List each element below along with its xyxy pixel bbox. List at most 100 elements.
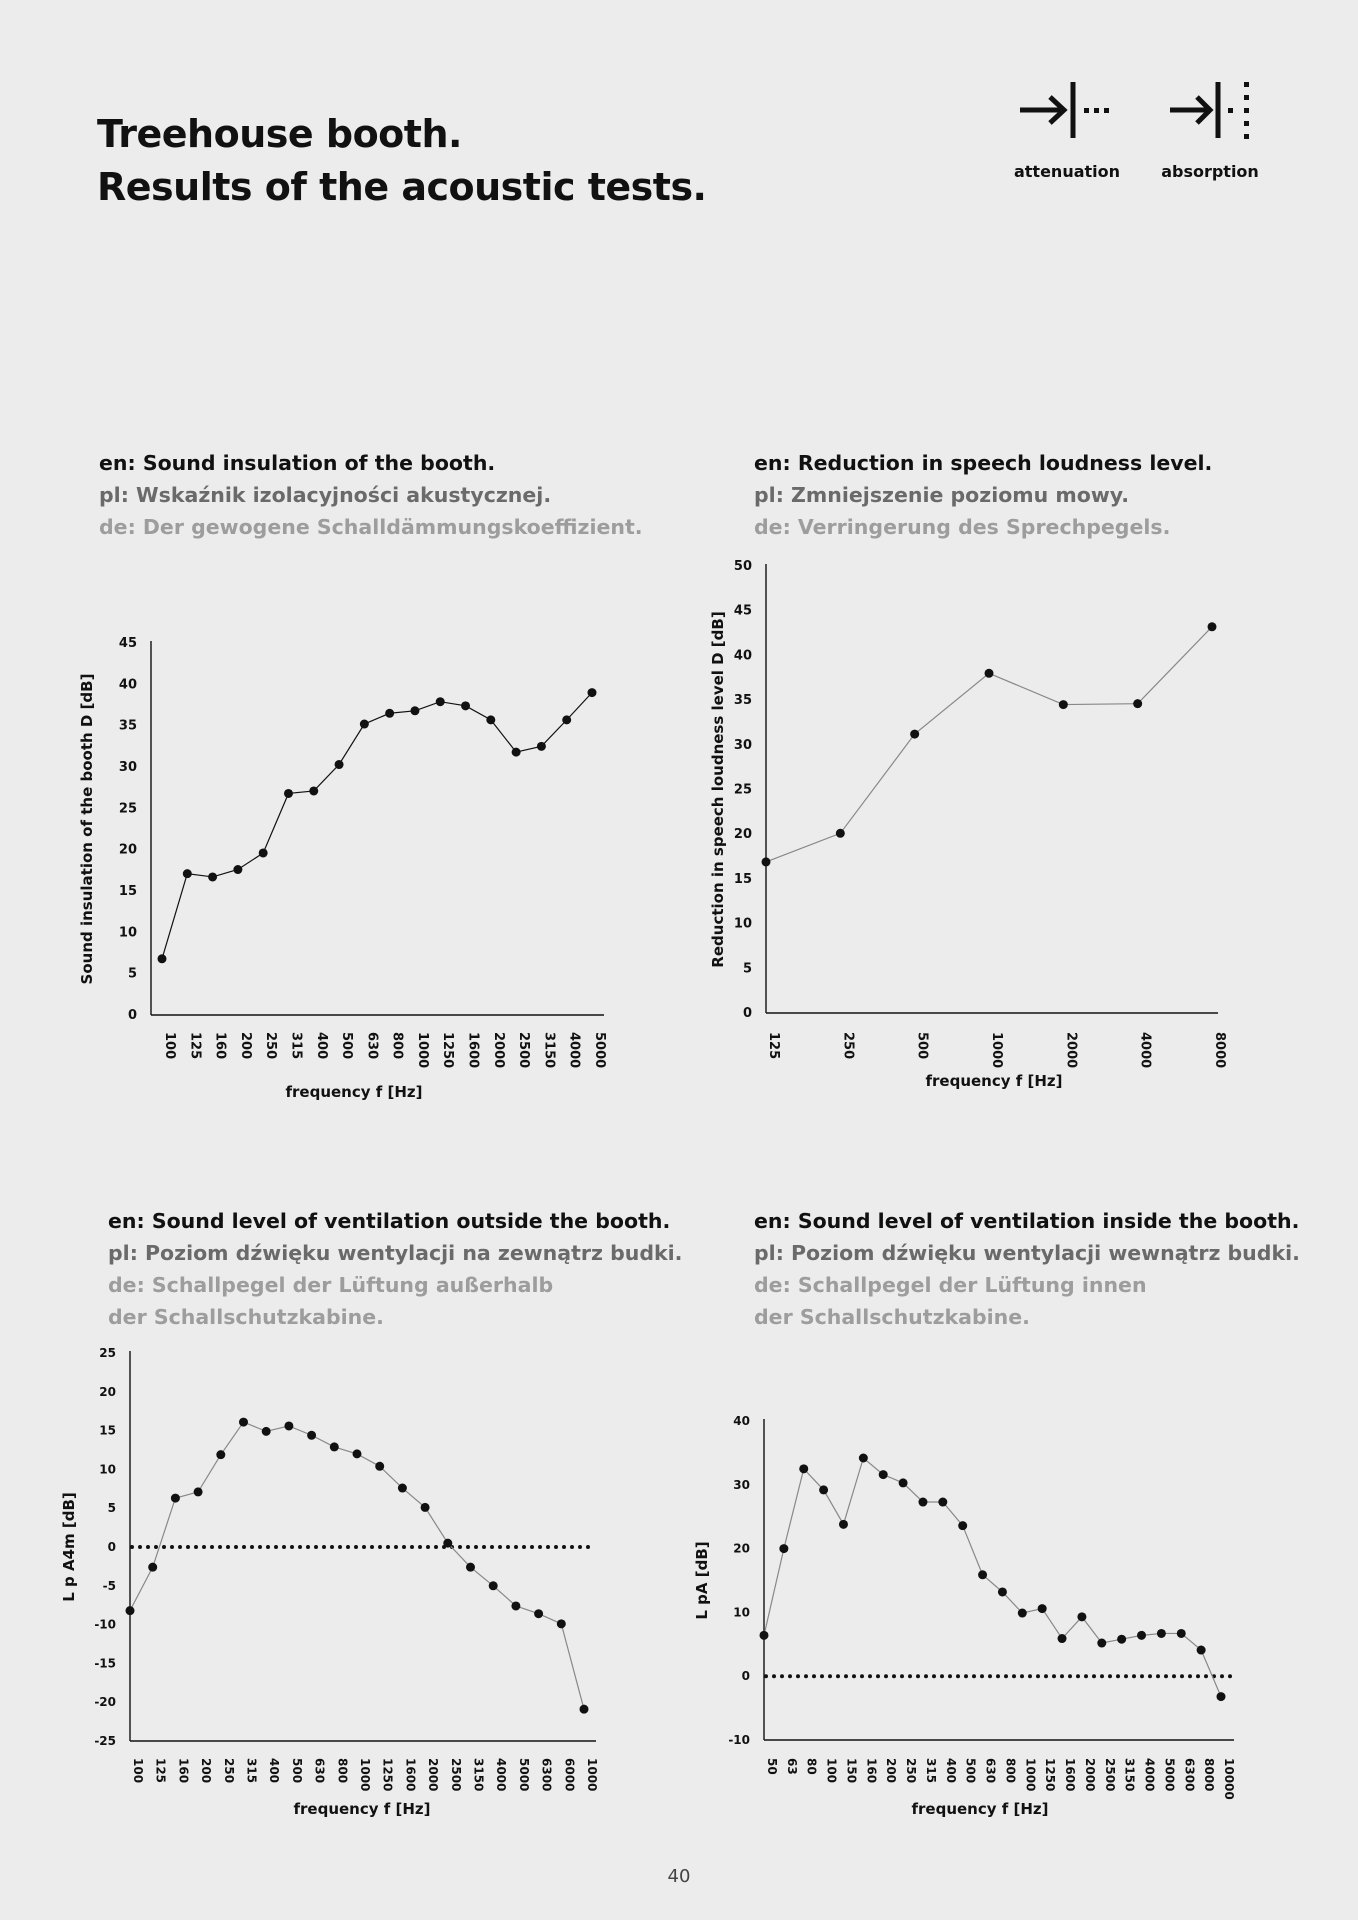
x-tick-label: 500 bbox=[290, 1758, 304, 1783]
x-tick-label: 100 bbox=[131, 1758, 145, 1783]
x-tick-label: 1600 bbox=[1063, 1758, 1077, 1791]
data-point bbox=[556, 1619, 566, 1629]
data-point bbox=[1216, 1692, 1226, 1702]
y-tick-label: 0 bbox=[128, 1008, 137, 1023]
y-tick-label: 40 bbox=[734, 648, 752, 663]
page-title-line-1: Treehouse booth. bbox=[97, 112, 462, 156]
series-line bbox=[765, 626, 1213, 863]
data-point bbox=[997, 1587, 1007, 1597]
x-tick-label: 500 bbox=[915, 1032, 930, 1059]
y-tick-label: 25 bbox=[734, 783, 752, 798]
data-point bbox=[466, 1562, 475, 1572]
caption-pl: pl: Poziom dźwięku wentylacji na zewnątr… bbox=[108, 1241, 683, 1265]
caption-en: en: Reduction in speech loudness level. bbox=[754, 451, 1213, 475]
x-tick-label: 8000 bbox=[1212, 1032, 1227, 1068]
data-point bbox=[1196, 1645, 1206, 1655]
x-tick-label: 63 bbox=[785, 1758, 799, 1775]
y-tick-label: 50 bbox=[734, 559, 752, 574]
data-point bbox=[309, 786, 319, 796]
x-tick-label: 8000 bbox=[1202, 1758, 1216, 1791]
y-tick-label: 5 bbox=[743, 961, 752, 976]
data-point bbox=[233, 865, 243, 875]
data-point bbox=[761, 857, 771, 867]
y-tick-label: 45 bbox=[119, 636, 137, 651]
x-tick-label: 200 bbox=[884, 1758, 898, 1783]
x-axis-label: frequency f [Hz] bbox=[912, 1800, 1049, 1818]
data-point bbox=[435, 697, 445, 707]
x-tick-label: 1000 bbox=[989, 1032, 1004, 1068]
caption-speech-reduction: en: Reduction in speech loudness level. … bbox=[754, 447, 1212, 543]
caption-sound-insulation: en: Sound insulation of the booth. pl: W… bbox=[99, 447, 643, 543]
x-tick-label: 10000 bbox=[1222, 1758, 1236, 1800]
y-tick-label: 0 bbox=[742, 1669, 750, 1683]
x-tick-label: 1000 bbox=[1023, 1758, 1037, 1791]
x-tick-label: 500 bbox=[964, 1758, 978, 1783]
data-point bbox=[587, 688, 597, 698]
y-tick-label: 10 bbox=[733, 1605, 750, 1619]
data-point bbox=[534, 1609, 544, 1619]
y-tick-label: 10 bbox=[119, 925, 137, 940]
data-point bbox=[239, 1417, 248, 1427]
data-point bbox=[878, 1470, 888, 1480]
y-tick-label: 45 bbox=[734, 604, 752, 619]
y-tick-label: 35 bbox=[734, 693, 752, 708]
data-point bbox=[329, 1442, 339, 1452]
caption-de-line-2: der Schallschutzkabine. bbox=[754, 1305, 1030, 1329]
x-tick-label: 630 bbox=[313, 1758, 327, 1783]
data-point bbox=[208, 872, 218, 882]
data-point bbox=[858, 1453, 868, 1463]
x-tick-label: 4000 bbox=[494, 1758, 508, 1791]
x-tick-label: 1250 bbox=[1043, 1758, 1057, 1791]
caption-en: en: Sound level of ventilation inside th… bbox=[754, 1209, 1300, 1233]
x-tick-label: 1600 bbox=[466, 1032, 481, 1068]
x-tick-label: 2000 bbox=[426, 1758, 440, 1791]
y-tick-label: 5 bbox=[108, 1501, 116, 1515]
data-point bbox=[536, 741, 546, 751]
y-tick-label: -5 bbox=[103, 1579, 116, 1593]
data-point bbox=[1137, 1630, 1147, 1640]
x-tick-label: 6300 bbox=[540, 1758, 554, 1791]
chart-3: -25 -20 -15 -10 -5 0 5 10 15 20 25 100 125 160 200 250 3… bbox=[60, 1346, 599, 1818]
absorption-icon bbox=[1170, 82, 1249, 139]
x-tick-label: 150 bbox=[844, 1758, 858, 1783]
x-tick-label: 315 bbox=[288, 1032, 303, 1059]
y-tick-label: 10 bbox=[734, 917, 752, 932]
x-tick-label: 4000 bbox=[567, 1032, 582, 1068]
data-point bbox=[838, 1519, 848, 1529]
y-tick-label: 30 bbox=[119, 760, 137, 775]
x-tick-label: 2000 bbox=[1083, 1758, 1097, 1791]
x-tick-label: 1000 bbox=[415, 1032, 430, 1068]
y-tick-label: 15 bbox=[734, 872, 752, 887]
data-point bbox=[511, 747, 521, 757]
x-tick-label: 6000 bbox=[562, 1758, 576, 1791]
x-tick-label: 1250 bbox=[381, 1758, 395, 1791]
data-point bbox=[193, 1487, 203, 1497]
x-tick-label: 1600 bbox=[403, 1758, 417, 1791]
data-point bbox=[359, 719, 369, 729]
x-tick-label: 125 bbox=[766, 1032, 781, 1059]
data-point bbox=[1017, 1608, 1027, 1618]
chart-1: 0 5 10 15 20 25 30 35 40 45 100 125 160 200 250 315 400 5… bbox=[78, 636, 607, 1101]
x-tick-label: 80 bbox=[805, 1758, 819, 1775]
x-axis-label: frequency f [Hz] bbox=[294, 1800, 431, 1818]
y-tick-label: -15 bbox=[94, 1656, 116, 1670]
page-number: 40 bbox=[667, 1866, 691, 1887]
x-tick-label: 400 bbox=[944, 1758, 958, 1783]
data-point bbox=[283, 788, 293, 798]
y-tick-label: 40 bbox=[119, 677, 137, 692]
caption-de: de: Der gewogene Schalldämmungskoeffizie… bbox=[99, 515, 643, 539]
data-point bbox=[984, 668, 994, 678]
caption-pl: pl: Poziom dźwięku wentylacji wewnątrz b… bbox=[754, 1241, 1300, 1265]
data-point bbox=[958, 1521, 968, 1531]
caption-de-line-1: de: Schallpegel der Lüftung außerhalb bbox=[108, 1273, 554, 1297]
caption-pl: pl: Zmniejszenie poziomu mowy. bbox=[754, 483, 1130, 507]
absorption-label: absorption bbox=[1161, 162, 1259, 181]
y-tick-label: 25 bbox=[119, 801, 137, 816]
data-point bbox=[1057, 1634, 1067, 1644]
y-tick-label: 20 bbox=[99, 1385, 116, 1399]
x-tick-label: 200 bbox=[199, 1758, 213, 1783]
x-tick-label: 250 bbox=[263, 1032, 278, 1059]
y-tick-label: -20 bbox=[94, 1695, 116, 1709]
data-point bbox=[1037, 1604, 1047, 1614]
page-title-line-2: Results of the acoustic tests. bbox=[97, 165, 707, 209]
